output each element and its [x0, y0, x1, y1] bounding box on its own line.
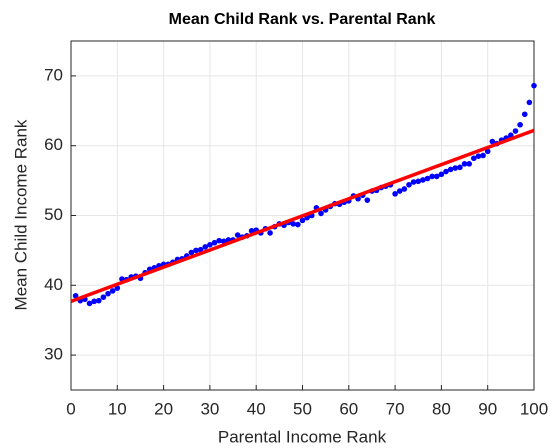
data-point	[105, 290, 111, 297]
data-point	[517, 121, 523, 128]
data-point	[216, 237, 222, 244]
data-point	[364, 197, 371, 203]
y-tick-label: 40	[44, 275, 63, 294]
data-point	[475, 153, 482, 159]
y-tick-label: 50	[44, 205, 63, 224]
y-tick-label: 70	[44, 65, 63, 84]
y-tick-label: 30	[44, 345, 63, 364]
data-point	[401, 186, 408, 192]
data-point	[202, 244, 209, 250]
data-point	[415, 178, 422, 185]
data-point	[211, 239, 218, 246]
data-point	[95, 297, 102, 304]
x-tick-label: 100	[520, 399, 548, 418]
data-point	[526, 99, 533, 106]
data-point	[489, 138, 496, 145]
x-tick-label: 10	[108, 399, 127, 418]
axes-box	[70, 40, 535, 391]
data-point	[424, 175, 431, 182]
data-point	[457, 164, 463, 171]
data-point	[193, 247, 199, 254]
data-point	[318, 210, 324, 217]
data-point	[109, 288, 116, 294]
data-point	[429, 173, 435, 180]
data-point	[531, 82, 537, 89]
data-point	[443, 168, 449, 175]
data-point	[392, 191, 398, 197]
x-tick-label: 20	[154, 399, 173, 418]
data-point	[452, 165, 459, 171]
fit-line	[70, 128, 535, 303]
data-point	[406, 181, 412, 188]
data-point	[188, 249, 195, 256]
x-tick-label: 60	[339, 399, 358, 418]
data-point	[512, 128, 519, 134]
data-point	[100, 294, 107, 300]
data-point	[466, 161, 472, 167]
data-point	[295, 221, 301, 228]
grid	[70, 40, 535, 391]
chart-title: Mean Child Rank vs. Parental Rank	[169, 11, 436, 28]
data-point	[234, 232, 241, 238]
data-point	[91, 298, 97, 305]
y-tick-label: 60	[44, 135, 63, 154]
y-axis-label: Mean Child Income Rank	[11, 119, 30, 310]
data-point	[267, 230, 273, 236]
x-axis-label: Parental Income Rank	[218, 427, 387, 446]
x-tick-label: 80	[432, 399, 451, 418]
x-tick-label: 40	[247, 399, 266, 418]
data-point	[484, 148, 491, 155]
x-tick-label: 90	[478, 399, 497, 418]
data-point	[396, 188, 403, 194]
data-point	[290, 221, 297, 227]
data-point	[72, 292, 79, 299]
x-tick-label: 70	[386, 399, 405, 418]
plot-area	[70, 82, 537, 307]
data-point	[471, 155, 477, 162]
data-point	[447, 166, 454, 173]
data-point	[410, 179, 417, 185]
data-point	[420, 177, 426, 183]
x-tick-label: 50	[293, 399, 312, 418]
data-point	[521, 111, 528, 118]
x-tick-label: 0	[66, 399, 75, 418]
data-point	[114, 285, 121, 291]
data-point	[480, 152, 486, 159]
data-point	[438, 171, 445, 178]
data-point	[433, 173, 440, 180]
data-point	[86, 300, 93, 307]
data-point	[207, 242, 213, 248]
data-point	[248, 228, 255, 234]
data-point	[461, 161, 468, 167]
x-tick-label: 30	[200, 399, 219, 418]
data-point	[299, 217, 306, 224]
